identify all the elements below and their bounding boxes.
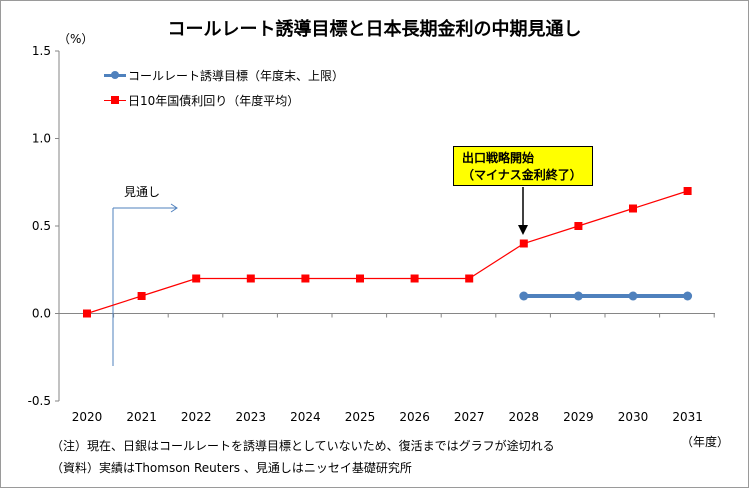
exit-strategy-callout: 出口戦略開始 （マイナス金利終了）	[453, 146, 593, 186]
data-point	[465, 274, 474, 283]
callout-line-2: （マイナス金利終了）	[462, 168, 582, 182]
footnote-note: （注）現在、日銀はコールレートを誘導目標としていないため、復活まではグラフが途切…	[51, 439, 555, 453]
chart-title: コールレート誘導目標と日本長期金利の中期見通し	[167, 19, 582, 40]
x-tick-label: 2030	[618, 410, 649, 424]
x-tick-label: 2027	[454, 410, 485, 424]
legend-label-jgb-yield: 日10年国債利回り（年度平均）	[128, 93, 300, 108]
forecast-arrow-head	[170, 203, 178, 213]
data-point	[410, 274, 419, 283]
data-point	[519, 239, 528, 248]
x-tick-label: 2024	[290, 410, 321, 424]
x-tick-label: 2028	[509, 410, 540, 424]
x-tick-label: 2025	[345, 410, 376, 424]
data-point	[301, 274, 310, 283]
data-point	[628, 291, 638, 301]
data-point	[573, 291, 583, 301]
y-tick-label: 0.0	[32, 307, 51, 321]
callout-line-1: 出口戦略開始	[462, 151, 535, 165]
legend-item-jgb-yield: 日10年国債利回り（年度平均）	[104, 92, 299, 108]
legend-marker-jgb-yield	[104, 94, 126, 106]
legend-item-call-rate: コールレート誘導目標（年度末、上限）	[104, 67, 344, 83]
x-tick-label: 2022	[181, 410, 212, 424]
data-point	[246, 274, 255, 283]
footnote-source: （資料）実績はThomson Reuters 、見通しはニッセイ基礎研究所	[51, 461, 412, 475]
data-point	[574, 222, 583, 230]
x-tick-label: 2020	[72, 410, 103, 424]
data-point	[519, 291, 529, 301]
data-point	[356, 274, 364, 283]
y-tick-label: 0.5	[32, 219, 51, 233]
x-tick-label: 2023	[236, 410, 267, 424]
data-point	[83, 309, 91, 318]
legend-marker-call-rate	[104, 69, 126, 81]
y-tick-label: 1.0	[32, 132, 51, 146]
x-tick-label: 2026	[399, 410, 430, 424]
data-point	[192, 274, 201, 283]
series-line-1	[86, 190, 688, 315]
x-axis-unit: （年度）	[681, 435, 730, 449]
y-tick-label: -0.5	[28, 394, 51, 408]
data-point	[137, 292, 146, 300]
data-point	[629, 204, 637, 213]
data-point	[683, 187, 692, 195]
x-tick-label: 2029	[563, 410, 594, 424]
callout-arrow-head	[518, 225, 528, 235]
x-tick-label: 2031	[672, 410, 703, 424]
legend-label-call-rate: コールレート誘導目標（年度末、上限）	[128, 68, 345, 83]
y-axis-unit: （%）	[58, 32, 94, 46]
data-point	[683, 291, 693, 301]
x-tick-label: 2021	[126, 410, 157, 424]
forecast-label: 見通し	[124, 185, 161, 199]
y-tick-label: 1.5	[32, 44, 51, 58]
